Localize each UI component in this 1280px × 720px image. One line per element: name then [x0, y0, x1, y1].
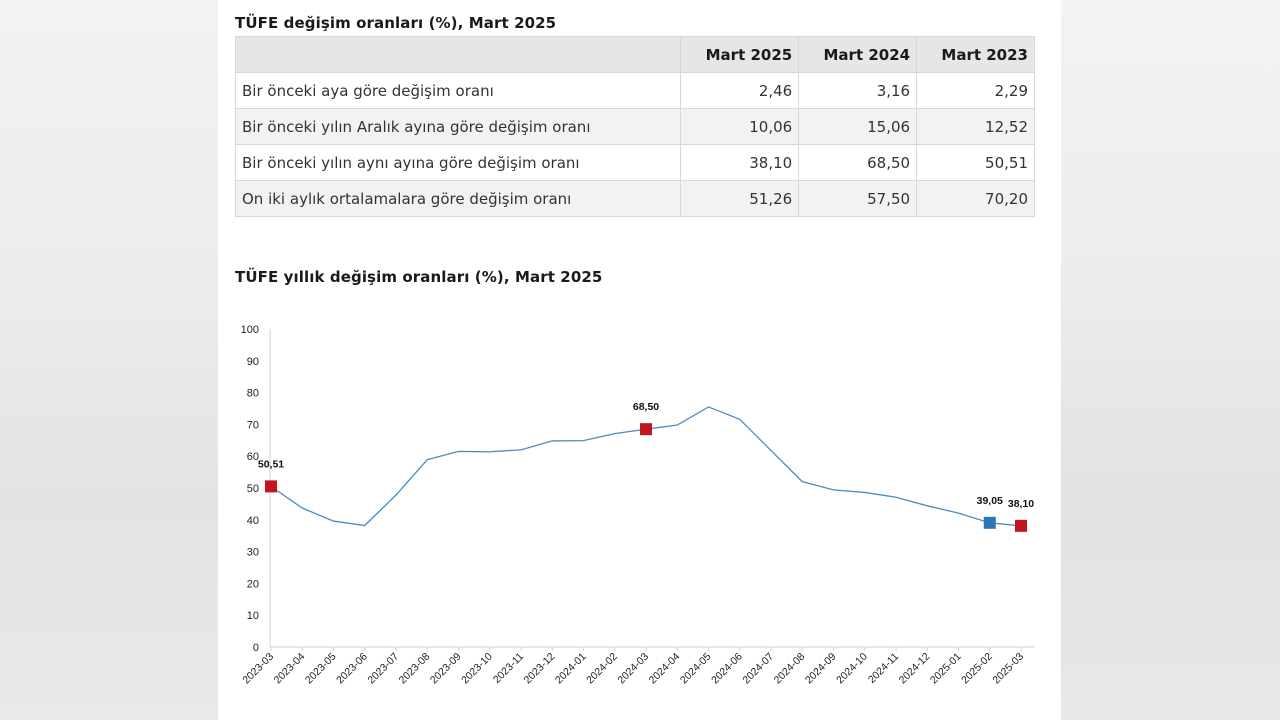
cell-value: 57,50 [798, 180, 918, 217]
x-tick-label: 2024-05 [678, 651, 714, 687]
x-tick-label: 2023-08 [397, 651, 433, 687]
highlight-marker [1015, 519, 1027, 532]
x-tick-label: 2023-12 [522, 651, 558, 687]
cell-value: 38,10 [680, 144, 800, 181]
x-tick-label: 2023-10 [459, 651, 495, 687]
y-tick-label: 90 [247, 356, 259, 368]
table-header-mart-2025: Mart 2025 [680, 36, 800, 73]
y-tick-label: 50 [247, 483, 259, 495]
x-tick-label: 2024-04 [647, 651, 683, 687]
x-tick-label: 2024-12 [897, 651, 933, 687]
row-label: On iki aylık ortalamalara göre değişim o… [234, 180, 682, 217]
table-header-mart-2024: Mart 2024 [798, 36, 918, 73]
table-header-empty [234, 36, 682, 73]
table-header-row: Mart 2025 Mart 2024 Mart 2023 [234, 36, 1035, 73]
y-tick-label: 70 [247, 419, 259, 431]
x-tick-label: 2024-10 [834, 651, 870, 687]
highlight-marker [640, 423, 652, 436]
x-tick-label: 2023-11 [491, 651, 526, 686]
cell-value: 50,51 [916, 144, 1035, 181]
x-tick-label: 2023-04 [272, 651, 308, 687]
content-panel: TÜFE değişim oranları (%), Mart 2025 Mar… [218, 0, 1061, 720]
table-row: Bir önceki yılın aynı ayına göre değişim… [234, 144, 1035, 181]
x-tick-label: 2024-02 [584, 651, 620, 687]
x-tick-label: 2023-09 [428, 651, 464, 687]
row-label: Bir önceki aya göre değişim oranı [234, 72, 682, 109]
x-tick-label: 2025-01 [928, 651, 964, 687]
x-tick-label: 2024-11 [866, 651, 901, 686]
x-tick-label: 2024-01 [553, 651, 589, 687]
cell-value: 12,52 [916, 108, 1035, 145]
x-tick-label: 2023-07 [365, 651, 401, 687]
x-tick-label: 2024-07 [740, 651, 776, 687]
x-tick-label: 2023-05 [303, 651, 339, 687]
chart-title: TÜFE yıllık değişim oranları (%), Mart 2… [235, 268, 603, 286]
highlight-marker [265, 480, 277, 493]
y-tick-label: 0 [253, 642, 259, 654]
y-tick-label: 20 [247, 578, 259, 590]
x-tick-label: 2024-09 [803, 651, 839, 687]
highlight-marker [983, 516, 996, 529]
x-tick-label: 2023-03 [240, 651, 276, 687]
y-tick-label: 80 [247, 388, 259, 400]
cell-value: 3,16 [798, 72, 918, 109]
y-tick-label: 10 [247, 610, 259, 622]
data-label: 68,50 [633, 401, 659, 413]
cpi-change-table: Mart 2025 Mart 2024 Mart 2023 Bir önceki… [234, 36, 1035, 217]
x-tick-label: 2025-03 [990, 651, 1026, 687]
table-row: Bir önceki yılın Aralık ayına göre değiş… [234, 108, 1035, 145]
table-row: Bir önceki aya göre değişim oranı 2,46 3… [234, 72, 1035, 109]
x-tick-label: 2025-02 [959, 651, 995, 687]
data-label: 39,05 [977, 495, 1003, 507]
data-label: 38,10 [1008, 498, 1034, 510]
y-tick-label: 30 [247, 547, 259, 559]
table-header-mart-2023: Mart 2023 [916, 36, 1035, 73]
y-tick-label: 100 [241, 324, 259, 336]
y-tick-label: 40 [247, 515, 259, 527]
row-label: Bir önceki yılın Aralık ayına göre değiş… [234, 108, 682, 145]
table-row: On iki aylık ortalamalara göre değişim o… [234, 180, 1035, 217]
cell-value: 15,06 [798, 108, 918, 145]
x-tick-label: 2024-03 [615, 651, 651, 687]
cell-value: 70,20 [916, 180, 1035, 217]
y-tick-label: 60 [247, 451, 259, 463]
x-tick-label: 2024-06 [709, 651, 745, 687]
x-tick-label: 2023-06 [334, 651, 370, 687]
cell-value: 68,50 [798, 144, 918, 181]
left-background [0, 0, 218, 720]
cell-value: 2,29 [916, 72, 1035, 109]
data-label: 50,51 [258, 458, 284, 470]
row-label: Bir önceki yılın aynı ayına göre değişim… [234, 144, 682, 181]
right-background [1061, 0, 1280, 720]
cell-value: 51,26 [680, 180, 800, 217]
x-tick-label: 2024-08 [772, 651, 808, 687]
table-title: TÜFE değişim oranları (%), Mart 2025 [235, 14, 557, 32]
cell-value: 10,06 [680, 108, 800, 145]
cell-value: 2,46 [680, 72, 800, 109]
annual-cpi-line-chart: 01020304050607080901002023-032023-042023… [240, 324, 1035, 687]
